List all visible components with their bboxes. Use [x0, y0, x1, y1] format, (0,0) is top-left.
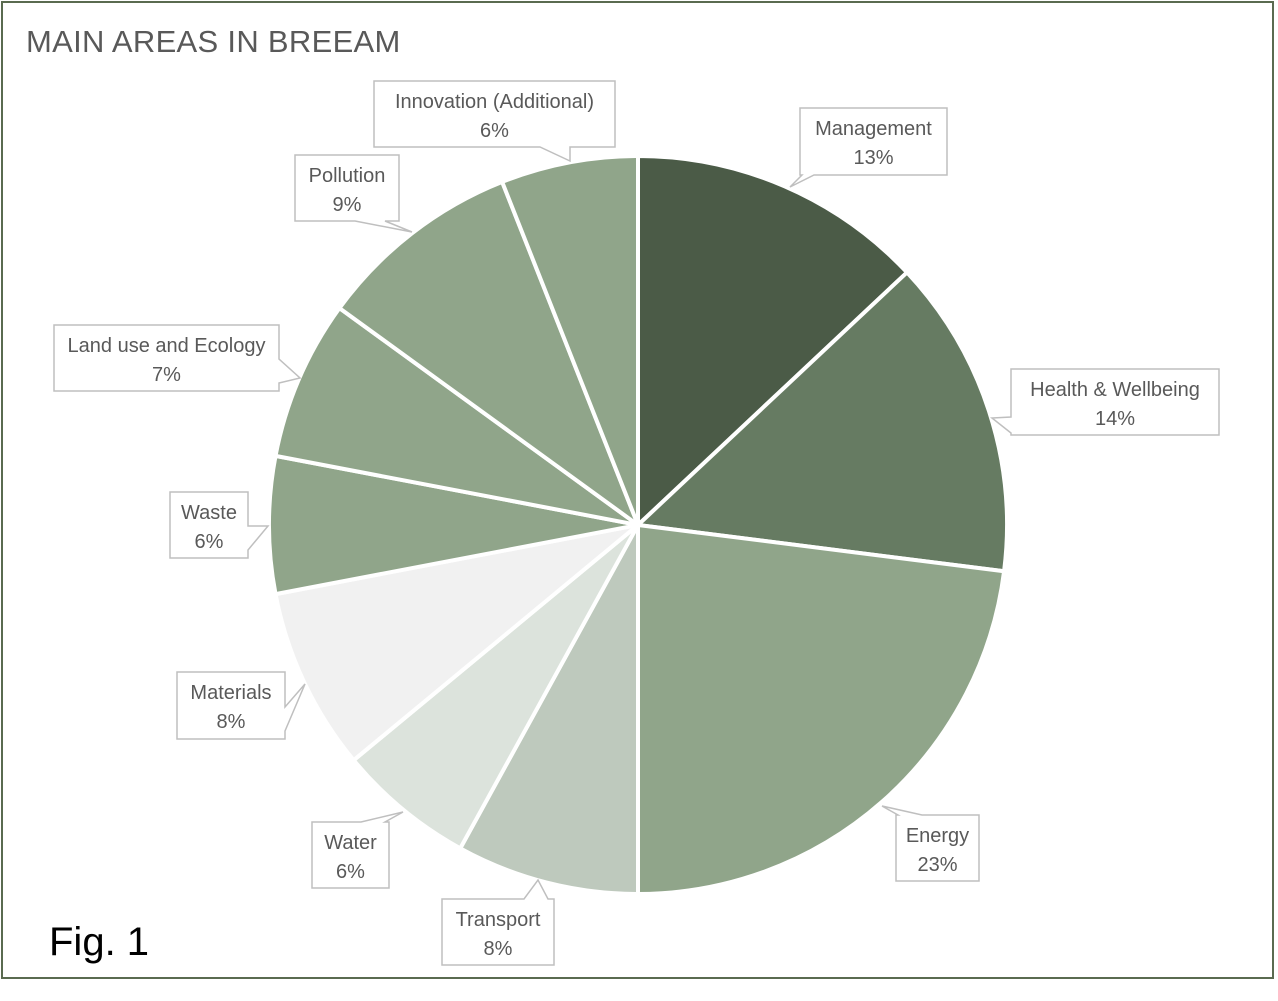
- slice-label: Materials: [190, 682, 271, 704]
- callout-box: [881, 805, 980, 882]
- slice-percentage: 6%: [336, 861, 365, 883]
- slice-label: Energy: [906, 825, 969, 847]
- slice-label: Pollution: [309, 165, 386, 187]
- pie-slice-innovation-additional: [500, 154, 640, 527]
- slice-percentage: 23%: [917, 854, 957, 876]
- callout-box: [373, 80, 616, 163]
- callout-water: Water 6%: [311, 811, 404, 889]
- pie-slices: [267, 154, 1009, 896]
- chart-title: MAIN AREAS IN BREEAM: [26, 24, 401, 59]
- slice-percentage: 8%: [217, 711, 246, 733]
- callout-materials: Materials 8%: [176, 671, 306, 740]
- slice-percentage: 9%: [333, 194, 362, 216]
- callout-management: Management 13%: [789, 107, 948, 188]
- callout-box: [294, 154, 413, 233]
- slice-label: Transport: [456, 909, 541, 931]
- pie-slice-energy: [636, 523, 1007, 896]
- pie-slice-water: [351, 523, 640, 851]
- pie-slice-materials: [273, 523, 640, 763]
- slice-percentage: 7%: [152, 364, 181, 386]
- pie-slice-health-wellbeing: [636, 270, 1009, 574]
- callout-box: [53, 324, 302, 392]
- callout-box: [311, 811, 404, 889]
- slice-percentage: 6%: [195, 531, 224, 553]
- slice-label: Water: [324, 832, 377, 854]
- callout-box: [789, 107, 948, 188]
- callout-transport: Transport 8%: [441, 878, 555, 966]
- slice-label: Health & Wellbeing: [1030, 379, 1200, 401]
- slice-percentage: 13%: [853, 147, 893, 169]
- slice-label: Waste: [181, 502, 237, 524]
- slice-percentage: 6%: [480, 120, 509, 142]
- callout-energy: Energy 23%: [881, 805, 980, 882]
- slice-label: Management: [815, 118, 932, 140]
- slice-label: Land use and Ecology: [68, 335, 266, 357]
- callout-box: [176, 671, 306, 740]
- callout-innovation-additional: Innovation (Additional) 6%: [373, 80, 616, 163]
- figure-caption: Fig. 1: [49, 920, 150, 964]
- pie-slice-transport: [458, 523, 640, 896]
- slice-percentage: 14%: [1095, 408, 1135, 430]
- callout-box: [989, 368, 1220, 436]
- callout-health-wellbeing: Health & Wellbeing 14%: [989, 368, 1220, 436]
- pie-slice-management: [636, 154, 909, 527]
- callout-pollution: Pollution 9%: [294, 154, 413, 233]
- callout-box: [441, 878, 555, 966]
- callout-box: [169, 491, 270, 559]
- data-label-callouts: Management 13% Health & Wellbeing 14% Energy…: [53, 80, 1220, 966]
- callout-waste: Waste 6%: [169, 491, 270, 559]
- callout-land-use-and-ecology: Land use and Ecology 7%: [53, 324, 302, 392]
- pie-slice-pollution: [337, 179, 640, 527]
- pie-slice-waste: [267, 453, 640, 597]
- slice-percentage: 8%: [484, 938, 513, 960]
- slice-label: Innovation (Additional): [395, 91, 594, 113]
